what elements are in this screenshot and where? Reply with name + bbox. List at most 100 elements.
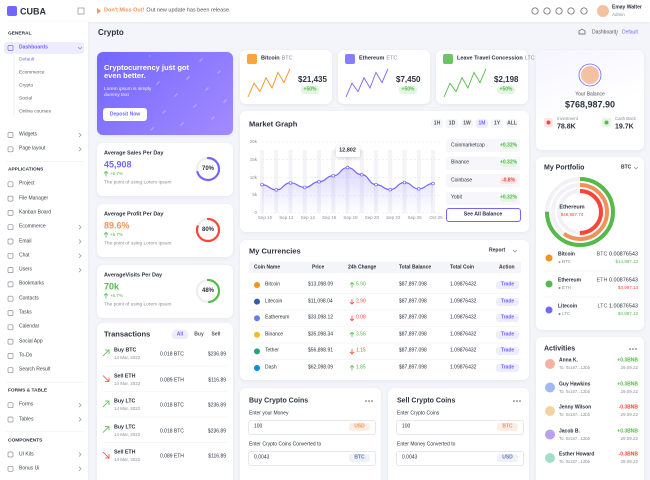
text-part: 1.00876543 xyxy=(608,303,638,310)
coin-value: $7,450 xyxy=(396,75,421,84)
range-button[interactable] xyxy=(491,119,503,128)
price-point xyxy=(317,180,321,184)
menu-item[interactable]: Bookmarks xyxy=(19,280,45,287)
menu-item[interactable]: UI Kits xyxy=(19,451,34,457)
menu-item[interactable]: To-Do xyxy=(19,352,33,359)
menu-item[interactable]: Tables xyxy=(19,416,34,422)
input[interactable] xyxy=(396,451,524,466)
menu-dot xyxy=(368,400,370,402)
menu-item[interactable]: Users xyxy=(19,266,33,273)
range-button[interactable] xyxy=(476,119,488,128)
chevron xyxy=(78,253,82,259)
menu-item[interactable]: Page layout xyxy=(19,145,46,152)
area xyxy=(262,167,433,213)
breadcrumb[interactable]: Dashboard xyxy=(592,29,617,36)
price-point xyxy=(274,188,279,192)
avatar xyxy=(545,406,555,416)
currency-select[interactable] xyxy=(349,453,370,462)
x-tick-label: Sep 14 xyxy=(300,214,315,220)
menu-item[interactable]: Social App xyxy=(19,338,43,345)
menu-item[interactable]: Dashboards xyxy=(19,44,48,51)
menu-dot xyxy=(632,348,634,350)
chevron xyxy=(78,147,82,152)
coin-icon xyxy=(443,54,453,64)
trade-button[interactable] xyxy=(496,281,519,289)
notice-icon xyxy=(97,8,101,14)
menu-item[interactable]: Kanban Board xyxy=(19,209,51,216)
page-title: Crypto xyxy=(98,28,124,37)
card xyxy=(97,143,233,196)
menu-item[interactable]: Forms xyxy=(19,401,34,408)
banner-dot xyxy=(199,60,201,62)
avatar xyxy=(545,429,555,440)
trade-button-label: Trade xyxy=(500,364,515,371)
cashback-label: Cash Back xyxy=(615,115,636,121)
balance-label: Your Balance xyxy=(575,91,605,98)
text-part: 0.00876543 xyxy=(608,251,638,258)
deposit-button[interactable] xyxy=(103,108,147,121)
x-tick-label: Sep 20 xyxy=(364,214,380,220)
menu-item[interactable]: Search Result xyxy=(19,366,51,373)
trade-button[interactable] xyxy=(496,314,519,323)
currency-select[interactable] xyxy=(349,422,370,431)
trade-button[interactable] xyxy=(496,297,519,306)
coin-icon xyxy=(345,54,355,64)
field-label: Enter Crypto Coins Converted to xyxy=(249,441,322,448)
submenu-item[interactable]: Default xyxy=(19,57,35,63)
range-button[interactable] xyxy=(506,119,518,128)
transaction-date: 14 Mar, 2022 xyxy=(114,431,141,437)
background-bar xyxy=(416,150,421,213)
text-part: Out new update has been release. xyxy=(146,7,231,14)
currency-select[interactable] xyxy=(497,422,518,431)
input-value: 100 xyxy=(402,423,411,429)
card-title: Activities xyxy=(544,345,576,353)
range-button[interactable] xyxy=(431,119,443,128)
trade-button[interactable] xyxy=(496,347,519,356)
submenu-item[interactable]: Online courses xyxy=(19,109,51,115)
transaction-value: $236.89 xyxy=(207,351,226,358)
submenu-item[interactable]: Social xyxy=(19,96,33,102)
menu-item[interactable]: Project xyxy=(19,180,35,187)
menu-item[interactable]: Tasks xyxy=(19,309,32,316)
background-bar xyxy=(302,150,307,213)
currency-select[interactable] xyxy=(497,453,518,462)
submenu-item[interactable]: Ecommerce xyxy=(19,70,45,76)
input[interactable] xyxy=(248,451,376,466)
trade-button[interactable] xyxy=(496,330,519,339)
coin-price: $56,898.91 xyxy=(308,347,334,354)
coin-icon xyxy=(254,365,260,371)
chevron xyxy=(78,224,82,230)
activity-date: 29.09.22 xyxy=(620,411,638,417)
menu-item[interactable]: Bonus Ui xyxy=(19,465,40,472)
coin-change xyxy=(399,86,417,94)
menu-item-icon xyxy=(7,338,14,345)
chevron xyxy=(78,466,82,472)
banner-dot xyxy=(176,93,178,95)
submenu-item[interactable]: Crypto xyxy=(19,83,34,89)
range-button[interactable] xyxy=(446,119,458,128)
menu-item[interactable]: Widgets xyxy=(19,131,38,138)
exchange-change xyxy=(500,159,517,167)
exchange-change-label: +0.32% xyxy=(499,142,518,148)
price-point xyxy=(388,187,393,192)
menu-item[interactable]: Ecommerce xyxy=(19,223,46,230)
banner-dot xyxy=(157,82,159,84)
menu-item[interactable]: Chat xyxy=(19,252,30,259)
transaction-amount: 0.018 BTC xyxy=(160,402,184,409)
menu-item[interactable]: Contacts xyxy=(19,295,39,302)
range-button[interactable] xyxy=(461,119,473,128)
trade-button-label: Trade xyxy=(500,331,515,338)
menu-item[interactable]: File Manager xyxy=(19,195,49,202)
tab[interactable] xyxy=(172,330,188,339)
section-title: APPLICATIONS xyxy=(8,167,44,173)
see-all-button[interactable] xyxy=(446,208,521,222)
menu-item-icon xyxy=(7,416,14,423)
dropdown[interactable]: Report xyxy=(489,247,506,254)
input[interactable] xyxy=(396,420,524,435)
price-point xyxy=(360,172,364,177)
trade-button[interactable] xyxy=(496,364,519,372)
dropdown[interactable]: BTC xyxy=(621,164,632,171)
menu-item[interactable]: Calendar xyxy=(19,323,40,330)
menu-item[interactable]: Email xyxy=(19,238,32,244)
input[interactable] xyxy=(248,420,376,435)
